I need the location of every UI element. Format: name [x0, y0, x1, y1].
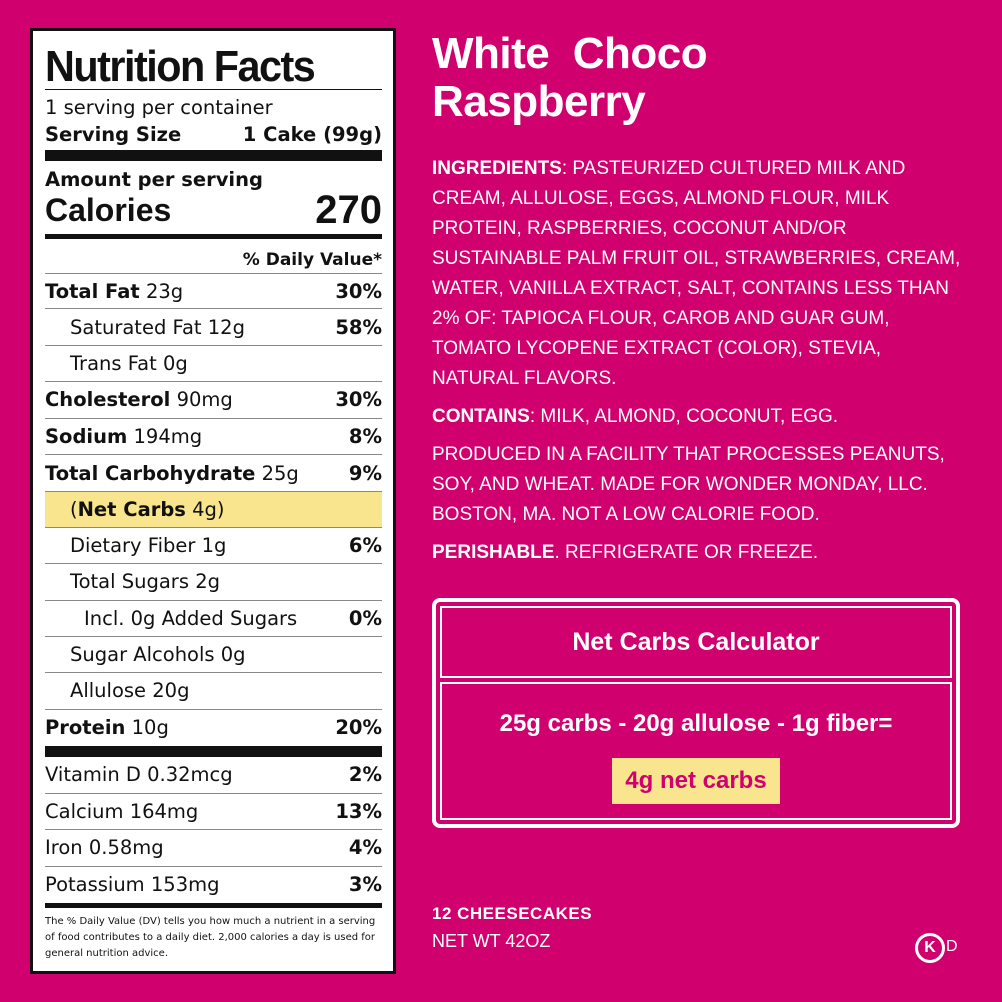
nutrient-row-saturated-fat: Saturated Fat 12g 58% [45, 309, 382, 346]
vitamin-list: Vitamin D 0.32mcg 2% Calcium 164mg 13% I… [45, 757, 382, 903]
vitamin-row-iron: Iron 0.58mg 4% [45, 830, 382, 867]
nutrient-row-sugar-alcohols: Sugar Alcohols 0g [45, 637, 382, 674]
nutrient-row-cholesterol: Cholesterol 90mg 30% [45, 382, 382, 419]
serving-size-label: Serving Size [45, 123, 182, 147]
net-carbs-calculator: Net Carbs Calculator 25g carbs - 20g all… [432, 598, 960, 828]
calculator-result: 4g net carbs [612, 758, 780, 804]
kosher-icon: K [915, 933, 945, 963]
nutrient-row-sodium: Sodium 194mg 8% [45, 419, 382, 455]
nutrient-row-allulose: Allulose 20g [45, 673, 382, 710]
perishable-paragraph: PERISHABLE. REFRIGERATE OR FREEZE. [432, 538, 972, 568]
ingredients-label: INGREDIENTS [432, 158, 562, 179]
ingredients-section: INGREDIENTS: PASTEURIZED CULTURED MILK A… [432, 154, 972, 576]
package-count: 12 CHEESECAKES [432, 904, 593, 923]
perishable-label: PERISHABLE [432, 542, 555, 563]
nutrient-row-protein: Protein 10g 20% [45, 716, 382, 740]
vitamin-row-potassium: Potassium 153mg 3% [45, 873, 382, 897]
product-name-line2: Raspberry [432, 77, 646, 126]
nutrition-facts-panel: Nutrition Facts 1 serving per container … [30, 28, 396, 974]
nutrient-row-dietary-fiber: Dietary Fiber 1g 6% [45, 528, 382, 565]
nutrient-row-trans-fat: Trans Fat 0g [45, 346, 382, 383]
calculator-body: 25g carbs - 20g allulose - 1g fiber= 4g … [440, 682, 952, 820]
serving-size-value: 1 Cake (99g) [242, 123, 382, 147]
nutrient-list: Total Fat 23g 30% Saturated Fat 12g 58% … [45, 273, 382, 746]
nutrient-row-total-carbohydrate: Total Carbohydrate 25g 9% [45, 461, 382, 485]
kosher-symbol: K [924, 939, 936, 956]
serving-size-row: Serving Size 1 Cake (99g) [45, 120, 382, 150]
ingredients-text: : PASTEURIZED CULTURED MILK AND CREAM, A… [432, 158, 961, 389]
facility-statement: PRODUCED IN A FACILITY THAT PROCESSES PE… [432, 444, 945, 525]
calories-label: Calories [45, 191, 172, 228]
daily-value-header: % Daily Value* [242, 250, 382, 270]
daily-value-footnote: The % Daily Value (DV) tells you how muc… [45, 916, 376, 960]
nutrient-row-total-fat: Total Fat 23g 30% [45, 273, 382, 310]
nutrition-facts-title: Nutrition Facts [45, 42, 316, 91]
contains-paragraph: CONTAINS: MILK, ALMOND, COCONUT, EGG. [432, 402, 972, 432]
perishable-text: . REFRIGERATE OR FREEZE. [554, 542, 819, 563]
contains-label: CONTAINS [432, 406, 530, 427]
product-name-line1: White Choco [432, 29, 708, 78]
product-name: White Choco Raspberry [432, 29, 708, 126]
calories-row: Calories 270 [45, 187, 382, 234]
nutrient-row-total-sugars: Total Sugars 2g [45, 564, 382, 601]
calculator-title: Net Carbs Calculator [440, 606, 952, 678]
contains-text: : MILK, ALMOND, COCONUT, EGG. [529, 406, 839, 427]
calculator-equation: 25g carbs - 20g allulose - 1g fiber= [499, 710, 893, 737]
net-weight: NET WT 42OZ [432, 931, 551, 951]
vitamin-row-vitamin-d: Vitamin D 0.32mcg 2% [45, 757, 382, 794]
nutrient-row-net-carbs: (Net Carbs 4g) [45, 491, 382, 528]
calories-value: 270 [315, 187, 382, 232]
vitamin-row-calcium: Calcium 164mg 13% [45, 794, 382, 831]
ingredients-paragraph: INGREDIENTS: PASTEURIZED CULTURED MILK A… [432, 154, 972, 394]
servings-per-container: 1 serving per container [45, 95, 273, 119]
nutrient-row-added-sugars: Incl. 0g Added Sugars 0% [45, 601, 382, 637]
kosher-dairy-suffix: D [946, 938, 958, 955]
amount-per-serving: Amount per serving [45, 168, 263, 191]
